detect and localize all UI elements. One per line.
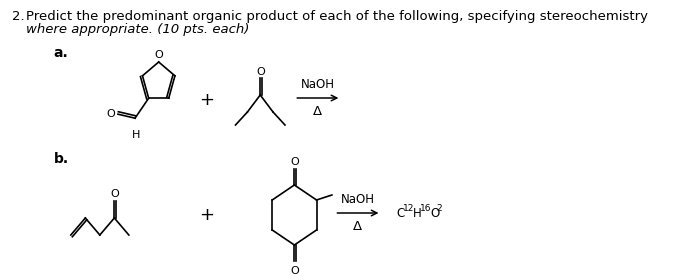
Text: Predict the predominant organic product of each of the following, specifying ste: Predict the predominant organic product … <box>26 10 648 23</box>
Text: where appropriate. (10 pts. each): where appropriate. (10 pts. each) <box>26 23 249 36</box>
Text: O: O <box>111 189 120 199</box>
Text: 16: 16 <box>420 204 431 213</box>
Text: O: O <box>290 266 300 276</box>
Text: +: + <box>199 91 214 109</box>
Text: NaOH: NaOH <box>301 78 335 91</box>
Text: O: O <box>430 207 440 220</box>
Text: O: O <box>107 109 116 119</box>
Text: O: O <box>257 67 265 77</box>
Text: O: O <box>154 50 163 60</box>
Text: H: H <box>413 207 421 220</box>
Text: NaOH: NaOH <box>341 193 375 206</box>
Text: b.: b. <box>54 152 69 166</box>
Text: C: C <box>396 207 404 220</box>
Text: Δ: Δ <box>314 105 323 118</box>
Text: 2.: 2. <box>12 10 24 23</box>
Text: 2: 2 <box>437 204 442 213</box>
Text: +: + <box>199 206 214 224</box>
Text: O: O <box>290 157 300 167</box>
Text: H: H <box>132 130 140 140</box>
Text: Δ: Δ <box>354 220 363 233</box>
Text: a.: a. <box>54 46 69 60</box>
Text: 12: 12 <box>402 204 414 213</box>
